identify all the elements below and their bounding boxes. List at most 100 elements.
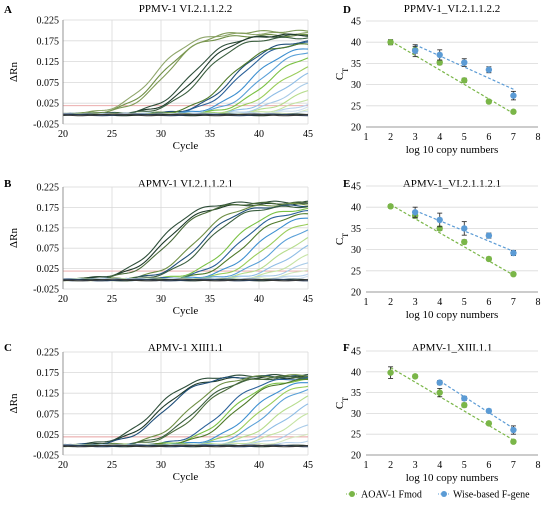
data-point: [461, 401, 468, 409]
x-tick-label: 6: [486, 132, 491, 143]
amplification-curve: [62, 210, 309, 282]
x-axis-label: log 10 copy numbers: [406, 472, 499, 484]
x-tick-label: 35: [205, 129, 215, 140]
data-point: [485, 66, 493, 73]
amplification-curve: [62, 57, 309, 117]
x-tick-label: 40: [254, 129, 264, 140]
x-tick-label: 45: [303, 129, 313, 140]
y-tick-label: -0.025: [33, 285, 59, 296]
x-axis-label: Cycle: [173, 305, 199, 317]
panel-letter: F: [343, 342, 350, 354]
y-tick-label: 20: [351, 288, 361, 299]
x-tick-label: 20: [58, 294, 68, 305]
x-tick-label: 3: [413, 297, 418, 308]
y-axis-label: CT: [334, 397, 350, 409]
y-tick-label: 0.225: [37, 16, 60, 27]
baseline-curve: [62, 113, 309, 117]
data-point: [510, 426, 517, 434]
panel-letter: A: [4, 4, 12, 16]
panel-letter: E: [343, 178, 350, 190]
amplification-plot-a: A PPMV-1 VI.2.1.1.2.2 -0.025 0.025 0.075 0.12…: [4, 3, 313, 152]
amplification-plot-b: B APMV-1 VI.2.1.1.2.1 -0.025 0.025 0.075 0.12…: [4, 178, 313, 317]
y-axis-label: ΔRn: [8, 62, 20, 82]
y-tick-label: 25: [351, 430, 361, 441]
y-tick-label: 0.075: [37, 244, 60, 255]
data-point: [411, 209, 419, 216]
y-tick-label: 0.075: [37, 409, 60, 420]
data-point: [436, 51, 443, 59]
legend-label: AOAV-1 Fmod: [361, 490, 422, 501]
x-tick-label: 25: [107, 460, 117, 471]
x-tick-label: 7: [511, 460, 516, 471]
data-point: [485, 255, 493, 263]
y-tick-label: 25: [351, 266, 361, 277]
x-tick-label: 40: [254, 294, 264, 305]
x-tick-label: 5: [462, 132, 467, 143]
data-point: [387, 203, 394, 210]
panel-letter: D: [343, 4, 351, 16]
amplification-curve: [62, 204, 309, 282]
baseline-curve: [62, 113, 309, 117]
data-point: [510, 438, 517, 445]
data-point: [387, 369, 394, 376]
x-axis-label: log 10 copy numbers: [406, 309, 499, 321]
x-tick-label: 1: [364, 297, 369, 308]
trendline: [414, 44, 514, 90]
data-point: [387, 39, 394, 46]
y-tick-label: 45: [351, 182, 361, 193]
y-tick-label: 0.025: [37, 99, 60, 110]
amplification-curve: [62, 31, 309, 116]
y-axis-label: CT: [334, 233, 350, 245]
x-axis-label: log 10 copy numbers: [406, 144, 499, 156]
baseline-curve: [62, 444, 309, 448]
trendline: [390, 367, 514, 441]
y-tick-label: 0.075: [37, 78, 60, 89]
y-tick-label: 30: [351, 80, 361, 91]
x-tick-label: 5: [462, 460, 467, 471]
panel-letter: B: [4, 178, 12, 190]
plot-title: APMV-1_VI.2.1.1.2.1: [403, 178, 501, 190]
y-tick-label: 40: [351, 203, 361, 214]
y-tick-label: 0.125: [37, 57, 60, 68]
y-tick-label: 0.125: [37, 223, 60, 234]
y-tick-label: 0.175: [37, 36, 60, 47]
amplification-curve: [62, 229, 309, 282]
y-tick-label: 45: [351, 347, 361, 358]
baseline-curve: [62, 278, 309, 282]
y-tick-label: 0.025: [37, 264, 60, 275]
plot-title: APMV-1 VI.2.1.1.2.1: [138, 178, 233, 190]
data-point: [411, 373, 419, 380]
panel-letter: C: [4, 342, 12, 354]
data-point: [436, 216, 443, 224]
data-point: [510, 270, 517, 278]
trendline: [414, 210, 514, 252]
y-tick-label: 0.225: [37, 348, 60, 359]
data-point: [436, 389, 443, 396]
y-tick-label: 0.225: [37, 183, 60, 194]
baseline-curve: [62, 444, 309, 448]
x-tick-label: 5: [462, 297, 467, 308]
x-tick-label: 45: [303, 294, 313, 305]
y-tick-label: 40: [351, 367, 361, 378]
data-point: [485, 420, 493, 427]
data-point: [461, 77, 468, 84]
trendline: [390, 204, 514, 276]
trendline: [390, 40, 514, 114]
y-tick-label: 25: [351, 101, 361, 112]
x-tick-label: 1: [364, 132, 369, 143]
x-tick-label: 35: [205, 460, 215, 471]
y-tick-label: 0.175: [37, 203, 60, 214]
y-tick-label: 35: [351, 224, 361, 235]
x-tick-label: 4: [437, 460, 442, 471]
amplification-curve: [62, 200, 309, 281]
y-tick-label: 20: [351, 123, 361, 134]
data-point: [461, 395, 468, 402]
x-axis-label: Cycle: [173, 471, 199, 483]
data-point: [510, 92, 517, 99]
x-tick-label: 2: [388, 132, 393, 143]
trendline: [439, 380, 514, 429]
